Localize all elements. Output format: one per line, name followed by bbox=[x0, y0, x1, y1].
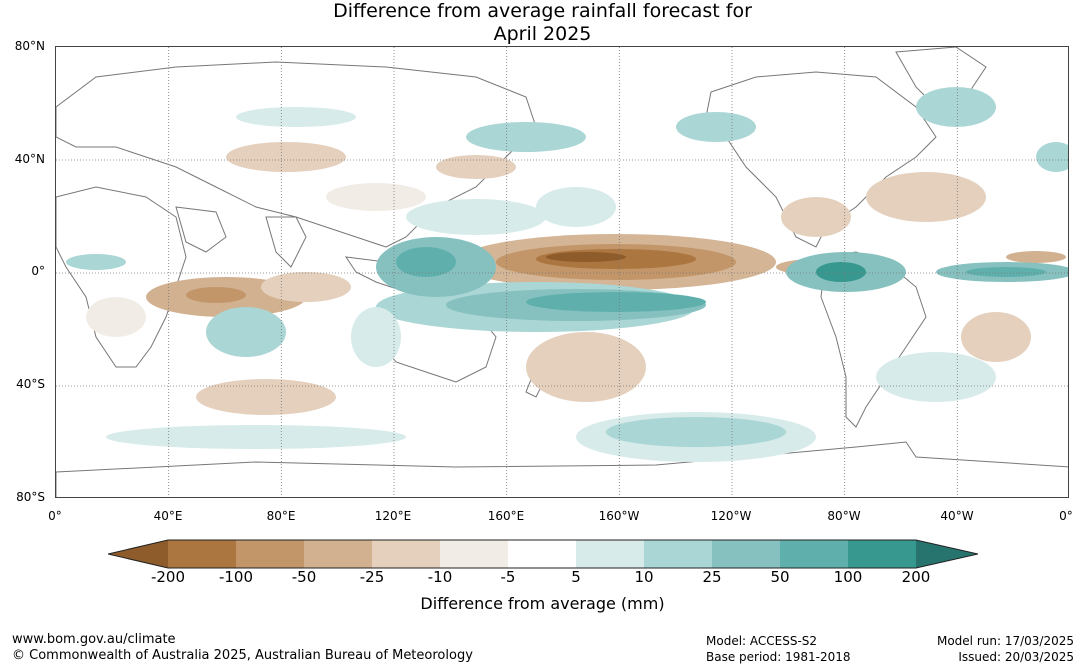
lon-label-0-right: 0° bbox=[1059, 509, 1073, 523]
rainfall-map bbox=[55, 46, 1069, 498]
footer-copyright: © Commonwealth of Australia 2025, Austra… bbox=[12, 648, 473, 663]
legend-tick-4: -10 bbox=[427, 568, 453, 586]
footer-issued: Issued: 20/03/2025 bbox=[958, 650, 1074, 664]
legend-swatch-0 bbox=[108, 540, 168, 568]
footer-base-period: Base period: 1981-2018 bbox=[706, 650, 851, 664]
legend-tick-3: -25 bbox=[359, 568, 385, 586]
legend-tick-9: 50 bbox=[770, 568, 790, 586]
lon-label-120w: 120°W bbox=[710, 509, 752, 523]
legend-title: Difference from average (mm) bbox=[420, 594, 665, 613]
map-canvas bbox=[56, 47, 1068, 497]
legend-tick-7: 10 bbox=[634, 568, 654, 586]
footer-model: Model: ACCESS-S2 bbox=[706, 634, 818, 648]
lon-label-120e: 120°E bbox=[374, 509, 412, 523]
title-line-2: April 2025 bbox=[493, 23, 592, 45]
legend-tick-10: 100 bbox=[833, 568, 863, 586]
lon-label-0-left: 0° bbox=[48, 509, 62, 523]
legend-swatch-5 bbox=[440, 540, 508, 568]
title-line-1: Difference from average rainfall forecas… bbox=[333, 0, 752, 22]
legend-swatch-10 bbox=[780, 540, 848, 568]
legend-swatch-6 bbox=[508, 540, 576, 568]
lon-label-80e: 80°E bbox=[266, 509, 296, 523]
lon-label-80w: 80°W bbox=[827, 509, 861, 523]
legend-tick-6: 5 bbox=[571, 568, 581, 586]
lat-label-80n: 80°N bbox=[14, 39, 45, 53]
legend-swatch-4 bbox=[372, 540, 440, 568]
legend-tick-1: -100 bbox=[218, 568, 254, 586]
legend-swatch-8 bbox=[644, 540, 712, 568]
legend-tick-0: -200 bbox=[150, 568, 186, 586]
footer-website[interactable]: www.bom.gov.au/climate bbox=[12, 632, 176, 647]
legend-swatch-3 bbox=[304, 540, 372, 568]
lat-label-40s: 40°S bbox=[16, 377, 45, 391]
lat-label-80s: 80°S bbox=[16, 490, 45, 504]
map-title: Difference from average rainfall forecas… bbox=[0, 0, 1085, 46]
footer-model-run: Model run: 17/03/2025 bbox=[936, 634, 1074, 648]
legend-tick-8: 25 bbox=[702, 568, 722, 586]
lon-label-40e: 40°E bbox=[153, 509, 183, 523]
lon-label-160e: 160°E bbox=[487, 509, 525, 523]
legend-swatch-7 bbox=[576, 540, 644, 568]
legend-swatch-9 bbox=[712, 540, 780, 568]
legend-tick-5: -5 bbox=[500, 568, 516, 586]
graticule bbox=[56, 47, 1068, 497]
legend-colorbar bbox=[108, 539, 978, 569]
lat-label-40n: 40°N bbox=[14, 152, 45, 166]
legend-swatch-2 bbox=[236, 540, 304, 568]
dry-anomalies bbox=[86, 142, 1066, 415]
legend-swatch-11 bbox=[848, 540, 916, 568]
legend-swatch-12 bbox=[916, 540, 978, 568]
lon-label-40w: 40°W bbox=[940, 509, 974, 523]
legend-swatch-1 bbox=[168, 540, 236, 568]
lat-label-0: 0° bbox=[31, 264, 45, 278]
legend-tick-11: 200 bbox=[901, 568, 931, 586]
legend-tick-2: -50 bbox=[291, 568, 317, 586]
wet-anomalies bbox=[66, 87, 1068, 462]
lon-label-160w: 160°W bbox=[598, 509, 640, 523]
